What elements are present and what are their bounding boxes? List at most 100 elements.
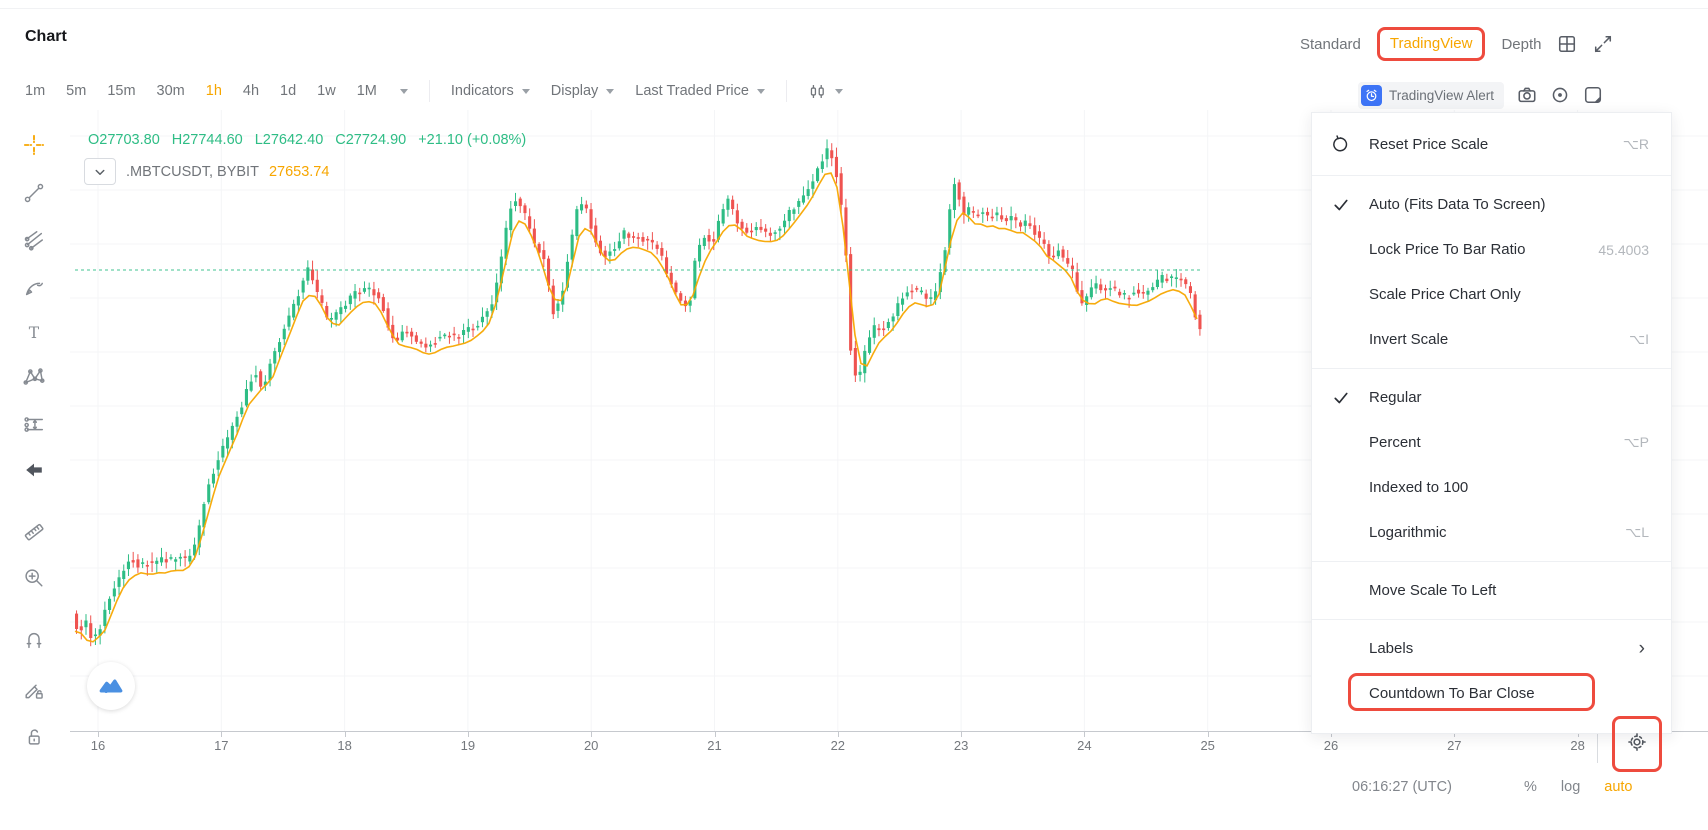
menu-item-logarithmic[interactable]: Logarithmic ⌥L: [1312, 510, 1671, 555]
auto-scale-button[interactable]: auto: [1604, 779, 1633, 795]
menu-item-lock-price-to-bar-ratio[interactable]: Lock Price To Bar Ratio 45.4003: [1312, 227, 1671, 272]
menu-item-label: Move Scale To Left: [1369, 582, 1497, 599]
timeframe-1d[interactable]: 1d: [280, 83, 297, 99]
indicator-price-value: 27653.74: [268, 163, 330, 180]
menu-divider: [1312, 619, 1671, 620]
snapshot-icon[interactable]: [1583, 85, 1603, 105]
menu-item-value: 45.4003: [1598, 241, 1649, 258]
ohlc-high: H27744.60: [171, 132, 243, 148]
menu-item-indexed-to-100[interactable]: Indexed to 100: [1312, 465, 1671, 510]
back-arrow-icon[interactable]: [23, 459, 45, 481]
axis-corner-divider: [1597, 731, 1598, 763]
x-axis[interactable]: [70, 731, 1708, 732]
menu-item-reset-price-scale[interactable]: Reset Price Scale ⌥R: [1312, 119, 1671, 169]
brush-tool-icon[interactable]: [23, 277, 45, 299]
timeframe-1h[interactable]: 1h: [205, 83, 222, 99]
menu-item-shortcut: ⌥P: [1623, 434, 1649, 450]
ohlc-legend: O27703.80 H27744.60 L27642.40 C27724.90 …: [88, 132, 526, 148]
timeframe-15m[interactable]: 15m: [107, 83, 136, 99]
menu-item-labels[interactable]: Labels ›: [1312, 626, 1671, 671]
x-axis-tick: [1084, 732, 1086, 737]
menu-item-label: Reset Price Scale: [1369, 135, 1489, 153]
scale-mode-buttons: % log auto: [1524, 779, 1633, 795]
x-axis-tick: [1207, 732, 1209, 737]
timeframe-30m[interactable]: 30m: [156, 83, 185, 99]
layout-grid-icon[interactable]: [1557, 34, 1577, 54]
pitchfork-tool-icon[interactable]: [23, 229, 45, 251]
tradingview-alert-button[interactable]: TradingView Alert: [1358, 81, 1505, 109]
camera-icon[interactable]: [1517, 85, 1537, 105]
chart-toolbar: 1m 5m 15m 30m 1h 4h 1d 1w 1M Indicators Display Las…: [25, 76, 843, 106]
timeframe-5m[interactable]: 5m: [66, 83, 87, 99]
tradingview-logo-button[interactable]: [87, 662, 135, 710]
target-icon[interactable]: [1550, 85, 1570, 105]
x-axis-label: 27: [1447, 738, 1462, 753]
alarm-clock-icon: [1361, 84, 1382, 106]
chart-style-dropdown[interactable]: [808, 82, 843, 101]
x-axis-label: 19: [460, 738, 476, 753]
caret-down-icon: [606, 88, 615, 94]
timeframe-4h[interactable]: 4h: [242, 83, 260, 99]
trend-line-tool-icon[interactable]: [23, 182, 45, 204]
fullscreen-expand-icon[interactable]: [1593, 34, 1613, 54]
view-tab-tradingview[interactable]: TradingView: [1389, 35, 1473, 52]
menu-item-label: Regular: [1369, 389, 1422, 406]
menu-divider: [1312, 175, 1671, 176]
indicators-dropdown[interactable]: Indicators: [451, 83, 530, 99]
menu-divider: [1312, 368, 1671, 369]
menu-item-label: Invert Scale: [1369, 331, 1449, 348]
last-traded-price-label: Last Traded Price: [635, 83, 749, 99]
caret-down-icon: [756, 88, 765, 94]
x-axis-label: 23: [953, 738, 969, 753]
clock-utc-label[interactable]: 06:16:27 (UTC): [1352, 779, 1452, 795]
ohlc-change: +21.10 (+0.08%): [418, 132, 527, 148]
timeframe-1w[interactable]: 1w: [317, 83, 336, 99]
tradingview-alert-label: TradingView Alert: [1389, 87, 1495, 103]
indicators-label: Indicators: [450, 83, 514, 99]
menu-item-label: Labels: [1369, 640, 1414, 657]
log-scale-button[interactable]: log: [1560, 779, 1581, 795]
menu-item-label: Auto (Fits Data To Screen): [1369, 196, 1546, 213]
timeframe-1M[interactable]: 1M: [356, 83, 377, 99]
menu-item-move-scale-to-left[interactable]: Move Scale To Left: [1312, 568, 1671, 613]
caret-down-icon: [521, 88, 530, 94]
timeframe-1m[interactable]: 1m: [25, 83, 46, 99]
text-tool-icon[interactable]: T: [23, 322, 45, 344]
check-icon: [1312, 389, 1369, 407]
menu-item-label: Percent: [1369, 434, 1421, 451]
zoom-in-tool-icon[interactable]: [23, 567, 45, 589]
unlock-all-icon[interactable]: [23, 726, 45, 748]
xabcd-pattern-tool-icon[interactable]: [23, 366, 45, 388]
x-axis-label: 16: [90, 738, 106, 753]
menu-item-label: Lock Price To Bar Ratio: [1369, 241, 1526, 258]
display-dropdown[interactable]: Display: [551, 83, 615, 99]
menu-item-auto-fits-data-to-screen[interactable]: Auto (Fits Data To Screen): [1312, 182, 1671, 227]
drawing-mode-lock-icon[interactable]: [23, 679, 45, 701]
last-traded-price-dropdown[interactable]: Last Traded Price: [635, 83, 765, 99]
ohlc-low: L27642.40: [254, 132, 324, 148]
menu-item-label: Indexed to 100: [1369, 479, 1469, 496]
percent-scale-button[interactable]: %: [1524, 779, 1537, 795]
view-tab-depth[interactable]: Depth: [1501, 35, 1542, 53]
toolbar-divider: [785, 80, 787, 102]
menu-item-countdown-to-bar-close[interactable]: Countdown To Bar Close: [1312, 671, 1671, 716]
legend-collapse-button[interactable]: [84, 158, 116, 185]
crosshair-tool-icon[interactable]: [23, 134, 45, 156]
candlestick-style-icon: [810, 84, 824, 98]
timeframe-more-caret-icon[interactable]: [399, 88, 408, 94]
measure-ruler-tool-icon[interactable]: [23, 521, 45, 543]
menu-item-scale-price-chart-only[interactable]: Scale Price Chart Only: [1312, 272, 1671, 317]
symbol-name[interactable]: .MBTCUSDT, BYBIT: [126, 163, 259, 180]
x-axis-tick: [1454, 732, 1456, 737]
chart-settings-gear-icon[interactable]: [1626, 731, 1648, 758]
view-tab-standard[interactable]: Standard: [1300, 35, 1361, 53]
magnet-tool-icon[interactable]: [23, 629, 45, 651]
ohlc-open: O27703.80: [88, 132, 160, 148]
menu-item-invert-scale[interactable]: Invert Scale ⌥I: [1312, 317, 1671, 362]
menu-item-regular[interactable]: Regular: [1312, 375, 1671, 420]
long-position-tool-icon[interactable]: [23, 414, 45, 436]
menu-divider: [1312, 561, 1671, 562]
x-axis-label: 21: [707, 738, 722, 753]
menu-item-percent[interactable]: Percent ⌥P: [1312, 420, 1671, 465]
